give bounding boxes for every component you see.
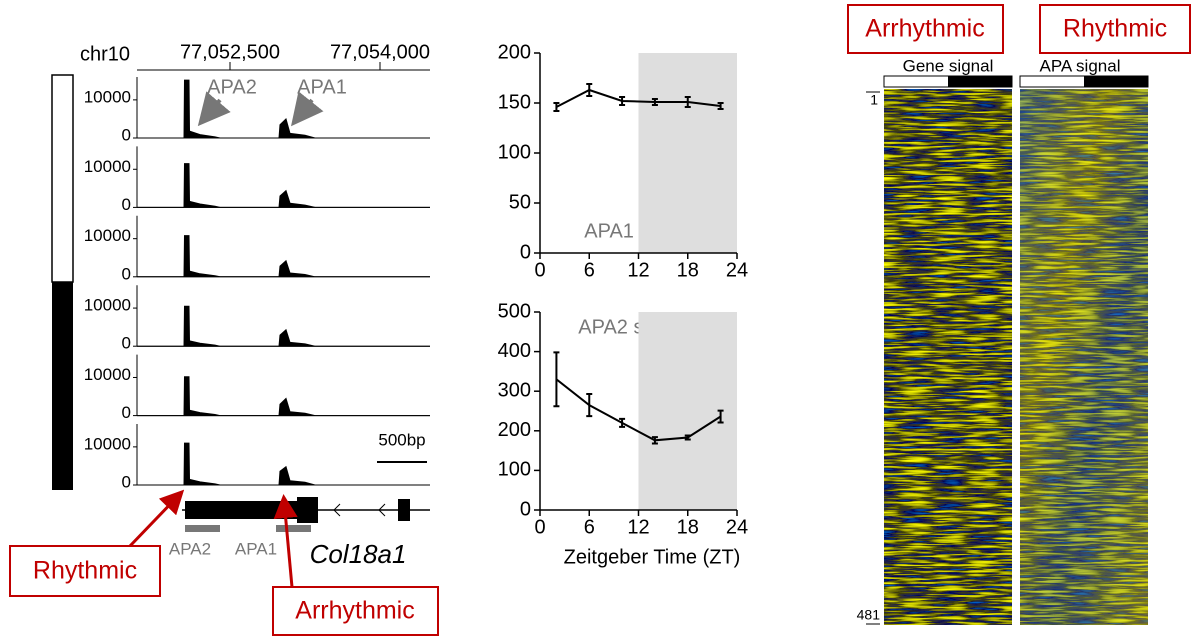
error-bar [586, 83, 593, 97]
error-bar [586, 392, 593, 418]
error-bar [684, 434, 691, 441]
chromosome: chr10 [80, 43, 130, 65]
arrow [273, 494, 298, 588]
x-tick-label: 6 [584, 259, 595, 281]
y-tick-label: 150 [498, 91, 531, 113]
y-tick-label: 0 [122, 403, 131, 422]
arrow [128, 489, 185, 548]
y-tick-label: 10000 [84, 226, 131, 245]
arrow [291, 91, 324, 127]
phase-bar [1084, 76, 1148, 87]
light-bar [51, 74, 74, 283]
exon [297, 497, 318, 523]
x-tick-label: 18 [677, 516, 699, 538]
y-tick-label: 10000 [84, 87, 131, 106]
callout-box [9, 545, 161, 597]
x-tick-label: 18 [677, 259, 699, 281]
site [185, 525, 220, 532]
title-box [1039, 4, 1191, 54]
panel-label: Gene signal [903, 56, 994, 75]
callout-box [272, 586, 439, 636]
heatmap-title: Arrhythmic [865, 15, 984, 43]
dark-bar [52, 282, 73, 490]
y-tick-label: 0 [520, 241, 531, 263]
y-tick-label: 50 [509, 191, 531, 213]
error-bar [717, 102, 724, 110]
y-tick-label: 10000 [84, 434, 131, 453]
y-tick-label: 0 [122, 334, 131, 353]
y-tick-label: 200 [498, 41, 531, 63]
peak-label: APA1 [297, 76, 347, 98]
y-tick-label: 10000 [84, 365, 131, 384]
strand [333, 503, 386, 517]
site-label: APA1 [235, 539, 277, 558]
error-bar [651, 436, 658, 445]
exon [398, 499, 410, 521]
x-tick-label: 77,054,000 [330, 41, 430, 63]
coverage [137, 305, 430, 347]
peak-label: APA2 [207, 76, 257, 98]
x-tick-label: 12 [627, 259, 649, 281]
callout: Arrhythmic [295, 597, 414, 625]
x-tick-label: 24 [726, 516, 748, 538]
coverage [137, 235, 430, 278]
x-tick-label: 6 [584, 516, 595, 538]
y-tick-label: 0 [122, 195, 131, 214]
y-tick-label: 0 [122, 472, 131, 491]
x-tick-label: 12 [627, 516, 649, 538]
error-bar [619, 96, 626, 106]
panel-label: APA signal [1040, 56, 1121, 75]
arrow [197, 91, 231, 127]
y-tick-label: 10000 [84, 157, 131, 176]
x-axis-title: Zeitgeber Time (ZT) [564, 546, 741, 568]
y-tick-label: 10000 [84, 296, 131, 315]
gene-name: Col18a1 [310, 539, 407, 569]
site [276, 525, 311, 532]
error-bar [717, 409, 724, 424]
heatmap [884, 89, 1012, 625]
error-bar [684, 96, 691, 108]
error-bar [553, 351, 560, 408]
coverage [137, 376, 430, 417]
error-bar [651, 98, 658, 106]
site-label: APA2 [169, 539, 211, 558]
coverage [137, 163, 430, 208]
y-tick-label: 300 [498, 379, 531, 401]
coverage [137, 442, 430, 486]
y-tick-label: 100 [498, 141, 531, 163]
y-tick-label: 200 [498, 419, 531, 441]
line [555, 378, 722, 442]
y-tick-label: 400 [498, 340, 531, 362]
title-box [847, 4, 1004, 54]
x-tick-label: 0 [534, 516, 545, 538]
scale-label: 500bp [378, 430, 425, 449]
row-label: 1 [870, 92, 878, 108]
callout: Rhythmic [33, 557, 137, 585]
heatmap-pattern [1020, 89, 1148, 625]
y-tick-label: 0 [520, 498, 531, 520]
y-tick-label: 500 [498, 300, 531, 322]
error-bar [619, 417, 626, 428]
row-label: 481 [857, 607, 881, 623]
y-tick-label: 100 [498, 459, 531, 481]
shade [638, 53, 737, 253]
heatmap-title: Rhythmic [1063, 15, 1167, 43]
coverage [137, 79, 430, 139]
x-tick-label: 24 [726, 259, 748, 281]
x-tick-label: 0 [534, 259, 545, 281]
phase-bar [948, 76, 1012, 87]
line [555, 88, 721, 108]
exon [185, 501, 300, 519]
error-bar [553, 102, 560, 112]
y-tick-label: 0 [122, 125, 131, 144]
x-tick-label: 77,052,500 [180, 41, 280, 63]
y-tick-label: 0 [122, 264, 131, 283]
